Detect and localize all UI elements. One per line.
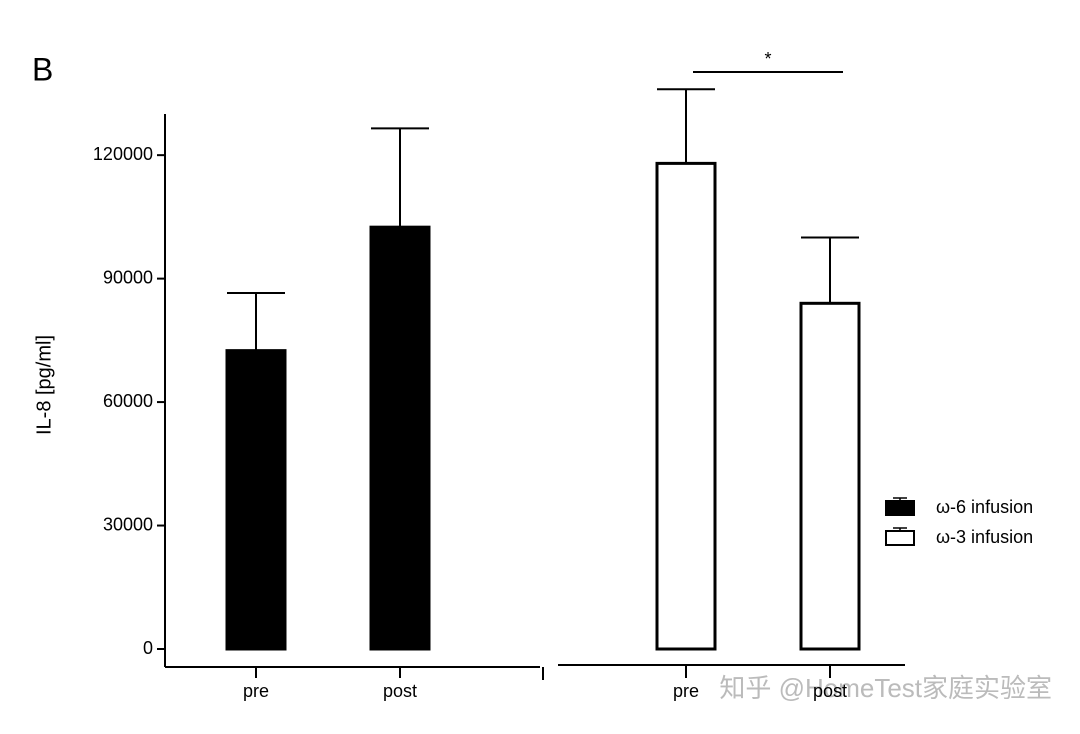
x-tick-label: pre	[243, 681, 269, 701]
bar	[225, 349, 287, 651]
y-tick-label: 90000	[103, 267, 153, 287]
x-tick-label: post	[383, 681, 417, 701]
x-tick-label: pre	[673, 681, 699, 701]
bar	[799, 301, 861, 651]
panel-label: B	[32, 51, 53, 87]
y-tick-label: 0	[143, 638, 153, 658]
y-tick-label: 60000	[103, 391, 153, 411]
legend-swatch	[885, 530, 915, 546]
watermark: 知乎 @HomeTest家庭实验室	[719, 673, 1052, 703]
significance-label: *	[764, 49, 771, 69]
y-tick-label: 120000	[93, 144, 153, 164]
legend-label: ω-6 infusion	[936, 497, 1033, 517]
legend-label: ω-3 infusion	[936, 527, 1033, 547]
y-axis-label: IL-8 [pg/ml]	[33, 335, 55, 435]
y-tick-label: 30000	[103, 514, 153, 534]
x-tick-label: post	[813, 681, 847, 701]
bar	[369, 225, 431, 651]
legend-swatch	[885, 500, 915, 516]
bar	[655, 161, 717, 651]
